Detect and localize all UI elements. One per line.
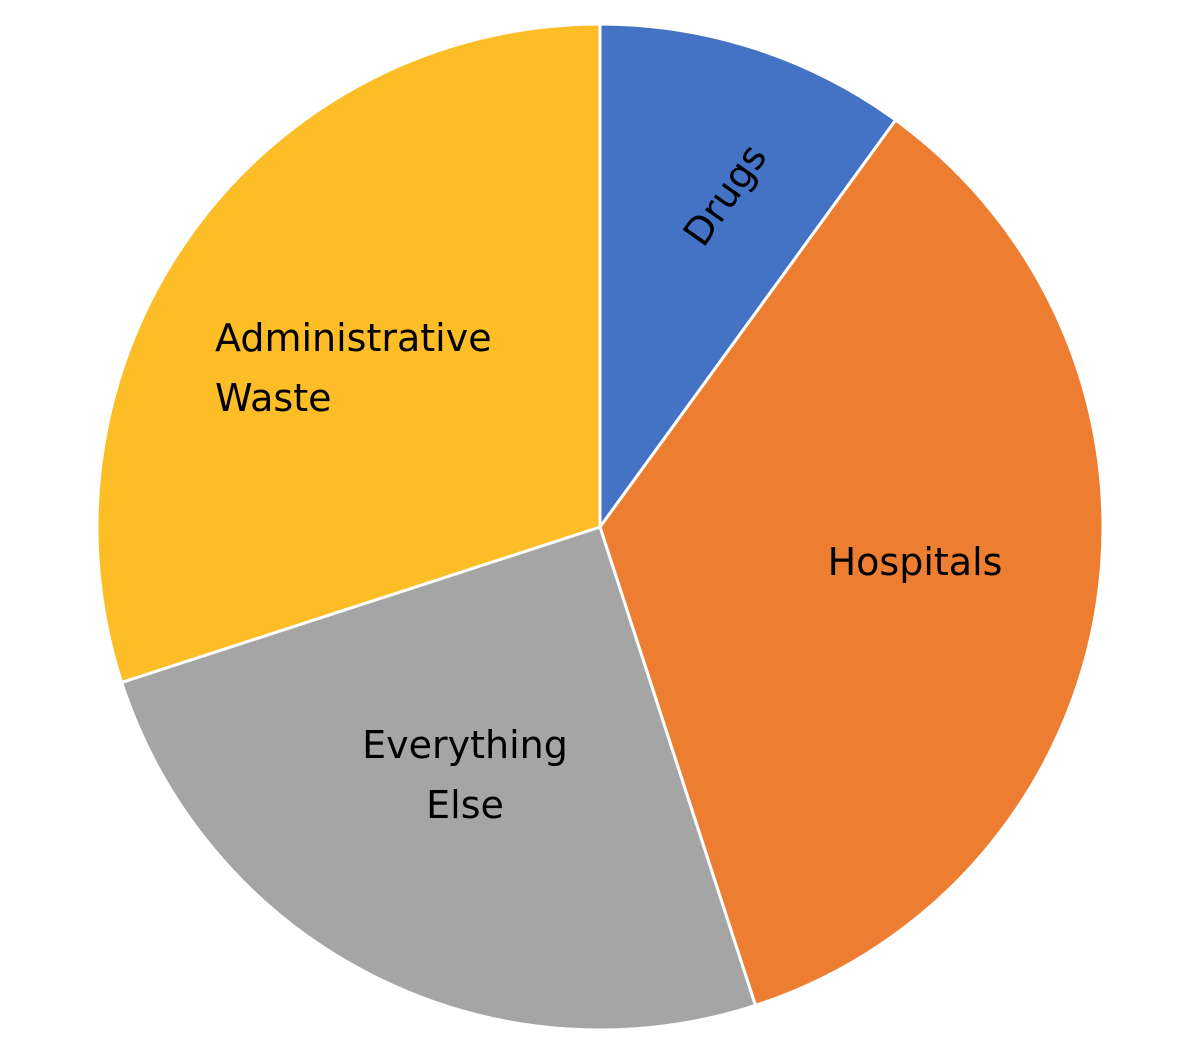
slice-label: Administrative Waste xyxy=(215,316,492,420)
slice-label: Hospitals xyxy=(827,540,1003,584)
slice-label: Everything Else xyxy=(362,723,568,827)
pie-slice xyxy=(95,22,602,685)
pie-slice xyxy=(598,22,898,532)
pie-slice xyxy=(598,117,1105,1008)
pie-slice xyxy=(119,525,758,1032)
